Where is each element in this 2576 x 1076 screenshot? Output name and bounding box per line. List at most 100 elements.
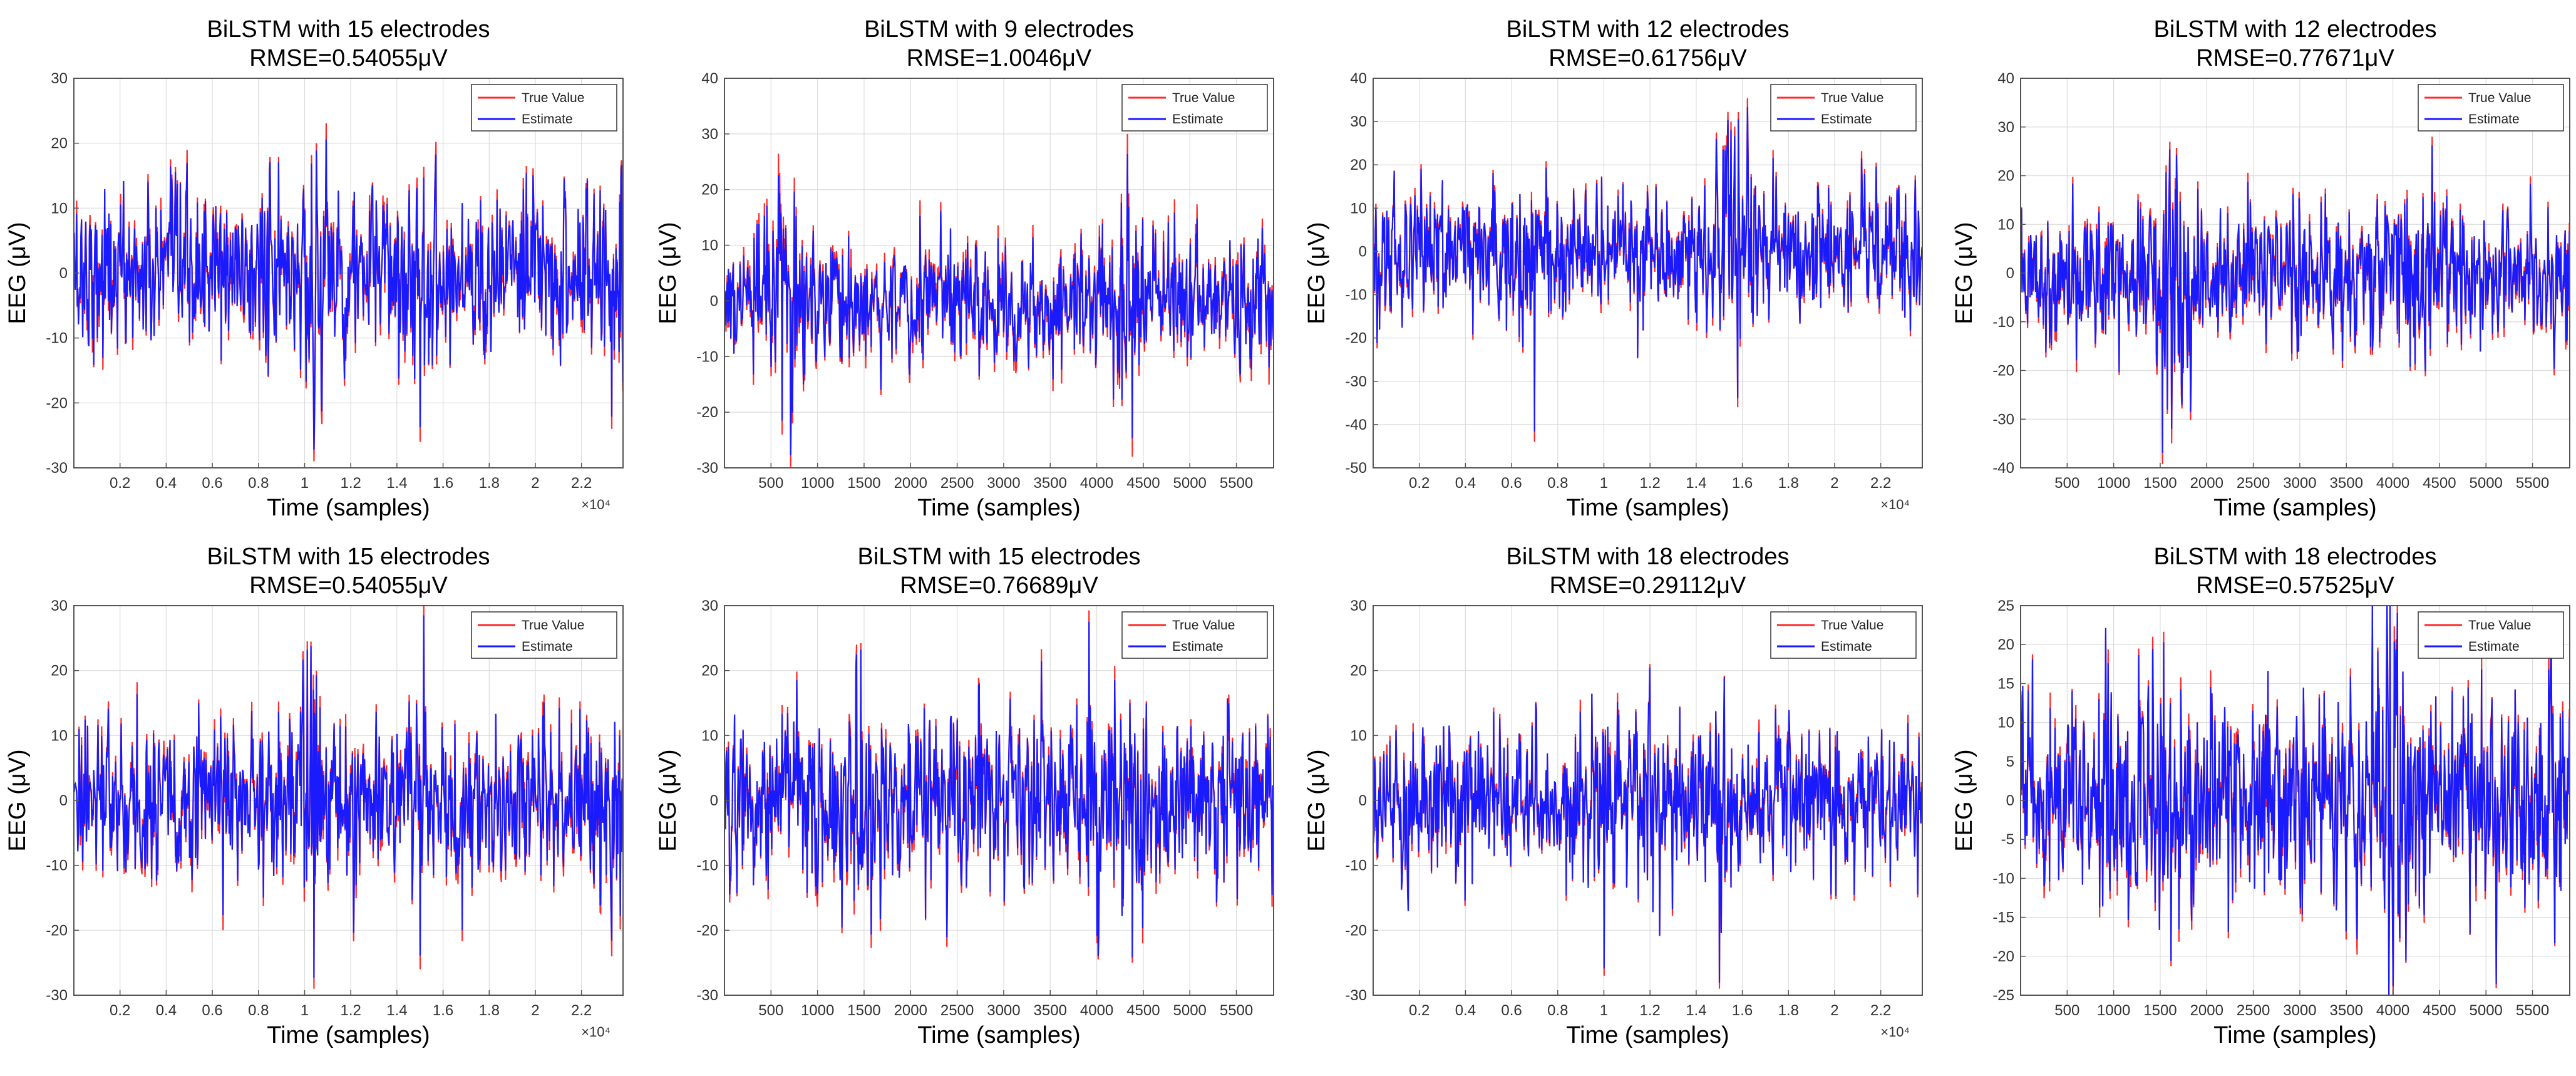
x-tick-label: 0.8: [1547, 1002, 1568, 1019]
y-tick-label: 30: [51, 597, 68, 614]
x-tick-label: 3500: [2330, 1002, 2363, 1019]
legend-label-estimate: Estimate: [522, 112, 573, 127]
y-tick-label: 0: [1359, 243, 1367, 260]
y-tick-label: 0: [710, 292, 718, 309]
x-tick-label: 2: [1830, 1002, 1838, 1019]
axes-box: [1373, 78, 1923, 468]
y-tick-label: -20: [46, 922, 68, 939]
x-axis-label: Time (samples): [2213, 1022, 2376, 1048]
chart-subtitle: RMSE=0.29112μV: [1550, 572, 1746, 599]
legend: True Value Estimate: [1121, 611, 1268, 659]
y-tick-label: 40: [1997, 70, 2014, 87]
chart-subtitle: RMSE=0.76689μV: [900, 572, 1098, 599]
x-tick-label: 0.4: [156, 1002, 177, 1019]
y-tick-label: 0: [2006, 265, 2014, 282]
chart-panel: 0.2 0.4 0.6 0.8 1 1.2 1.4 1.6 1.8 2 2.2 -50 -40 -30 -2…: [1304, 16, 1923, 521]
y-tick-label: -10: [696, 348, 718, 365]
x-tick-label: 4000: [1080, 1002, 1113, 1019]
y-tick-label: -40: [1992, 460, 2014, 477]
chart-subtitle: RMSE=0.54055μV: [249, 572, 448, 599]
y-tick-label: 0: [59, 792, 68, 809]
y-tick-label: -10: [1992, 870, 2014, 887]
x-tick-label: 3000: [987, 475, 1020, 492]
legend-label-estimate: Estimate: [1821, 639, 1872, 654]
y-tick-label: 30: [1997, 119, 2014, 136]
x-tick-label: 3500: [1034, 475, 1067, 492]
x-tick-label: 5000: [2470, 475, 2503, 492]
chart-title: BiLSTM with 12 electrodes: [2154, 16, 2437, 43]
y-axis-label: EEG (μV): [4, 749, 31, 851]
y-tick-label: 10: [1997, 715, 2014, 732]
x-tick-label: 1: [1600, 1002, 1608, 1019]
x-tick-label: 0.4: [156, 475, 177, 492]
x-tick-label: 2: [531, 475, 539, 492]
y-tick-label: -15: [1992, 909, 2014, 926]
legend-box: [471, 84, 617, 132]
x-tick-label: 500: [758, 1002, 783, 1019]
legend-label-true-value: True Value: [1821, 91, 1883, 105]
y-tick-label: 25: [1997, 597, 2014, 614]
x-tick-label: 0.2: [110, 1002, 130, 1019]
x-tick-label: 3500: [1034, 1002, 1067, 1019]
chart-panel: 500 1000 1500 2000 2500 3000 3500 4000 4500 5000 5…: [655, 544, 1274, 1048]
x-tick-label: 1000: [2097, 475, 2130, 492]
x-tick-label: 3500: [2330, 475, 2363, 492]
x-axis-label: Time (samples): [267, 495, 430, 521]
y-tick-label: 20: [1350, 663, 1367, 680]
chart-panel: 500 1000 1500 2000 2500 3000 3500 4000 4500 5000 5…: [1951, 544, 2570, 1048]
y-tick-label: 20: [1997, 636, 2014, 653]
y-tick-label: 20: [1997, 168, 2014, 185]
x-tick-label: 0.8: [248, 1002, 269, 1019]
x-tick-label: 5500: [1220, 475, 1253, 492]
x-tick-label: 0.6: [202, 475, 222, 492]
x-axis-label: Time (samples): [917, 495, 1080, 521]
x-tick-label: 1.8: [479, 475, 500, 492]
legend-label-true-value: True Value: [2468, 618, 2531, 633]
y-tick-label: 0: [59, 265, 68, 282]
legend: True Value Estimate: [1770, 611, 1917, 659]
y-tick-label: 30: [701, 597, 718, 614]
y-tick-label: -20: [696, 922, 718, 939]
y-tick-label: 20: [51, 663, 68, 680]
y-tick-label: -30: [696, 460, 718, 477]
legend-label-true-value: True Value: [2468, 91, 2531, 105]
x-tick-label: 5000: [2470, 1002, 2503, 1019]
y-axis-label: EEG (μV): [1951, 749, 1977, 851]
y-tick-label: -20: [1992, 363, 2014, 380]
y-tick-label: 10: [1350, 200, 1367, 217]
legend-box: [2418, 611, 2564, 659]
y-tick-label: 10: [1997, 216, 2014, 233]
x-tick-label: 2500: [940, 1002, 974, 1019]
y-tick-label: -50: [1345, 460, 1367, 477]
series-line-estimate: [1373, 107, 1922, 432]
x-tick-label: 5000: [1173, 1002, 1207, 1019]
y-tick-label: -10: [46, 857, 68, 874]
x-tick-label: 4000: [2376, 1002, 2409, 1019]
y-tick-label: -10: [1992, 314, 2014, 331]
x-tick-label: 0.2: [1409, 1002, 1430, 1019]
chart-subtitle: RMSE=0.57525μV: [2196, 572, 2394, 599]
chart-title: BiLSTM with 9 electrodes: [864, 16, 1134, 43]
x-axis-label: Time (samples): [917, 1022, 1080, 1048]
x-tick-label: 1.2: [1639, 475, 1660, 492]
x-tick-label: 2: [531, 1002, 539, 1019]
chart-title: BiLSTM with 15 electrodes: [207, 544, 490, 570]
x-tick-label: 2.2: [1870, 1002, 1891, 1019]
y-axis-label: EEG (μV): [1304, 222, 1330, 324]
x-tick-label: 1.4: [386, 1002, 407, 1019]
y-tick-label: 10: [51, 727, 68, 744]
x-tick-label: 2000: [894, 475, 927, 492]
chart-panel: 0.2 0.4 0.6 0.8 1 1.2 1.4 1.6 1.8 2 2.2 -30 -20 -10 0 1…: [4, 16, 624, 521]
x-tick-label: 1000: [801, 1002, 834, 1019]
x-tick-label: 2.2: [571, 475, 592, 492]
legend: True Value Estimate: [2418, 84, 2564, 132]
x-tick-label: 1.4: [386, 475, 407, 492]
series-line-estimate: [724, 153, 1274, 455]
x-tick-label: 4500: [1126, 475, 1160, 492]
x-tick-label: 2: [1830, 475, 1838, 492]
series-line-estimate: [74, 615, 623, 978]
y-axis-label: EEG (μV): [1304, 749, 1330, 851]
y-tick-label: -10: [696, 857, 718, 874]
y-tick-label: 10: [1350, 727, 1367, 744]
y-tick-label: -20: [46, 395, 68, 411]
